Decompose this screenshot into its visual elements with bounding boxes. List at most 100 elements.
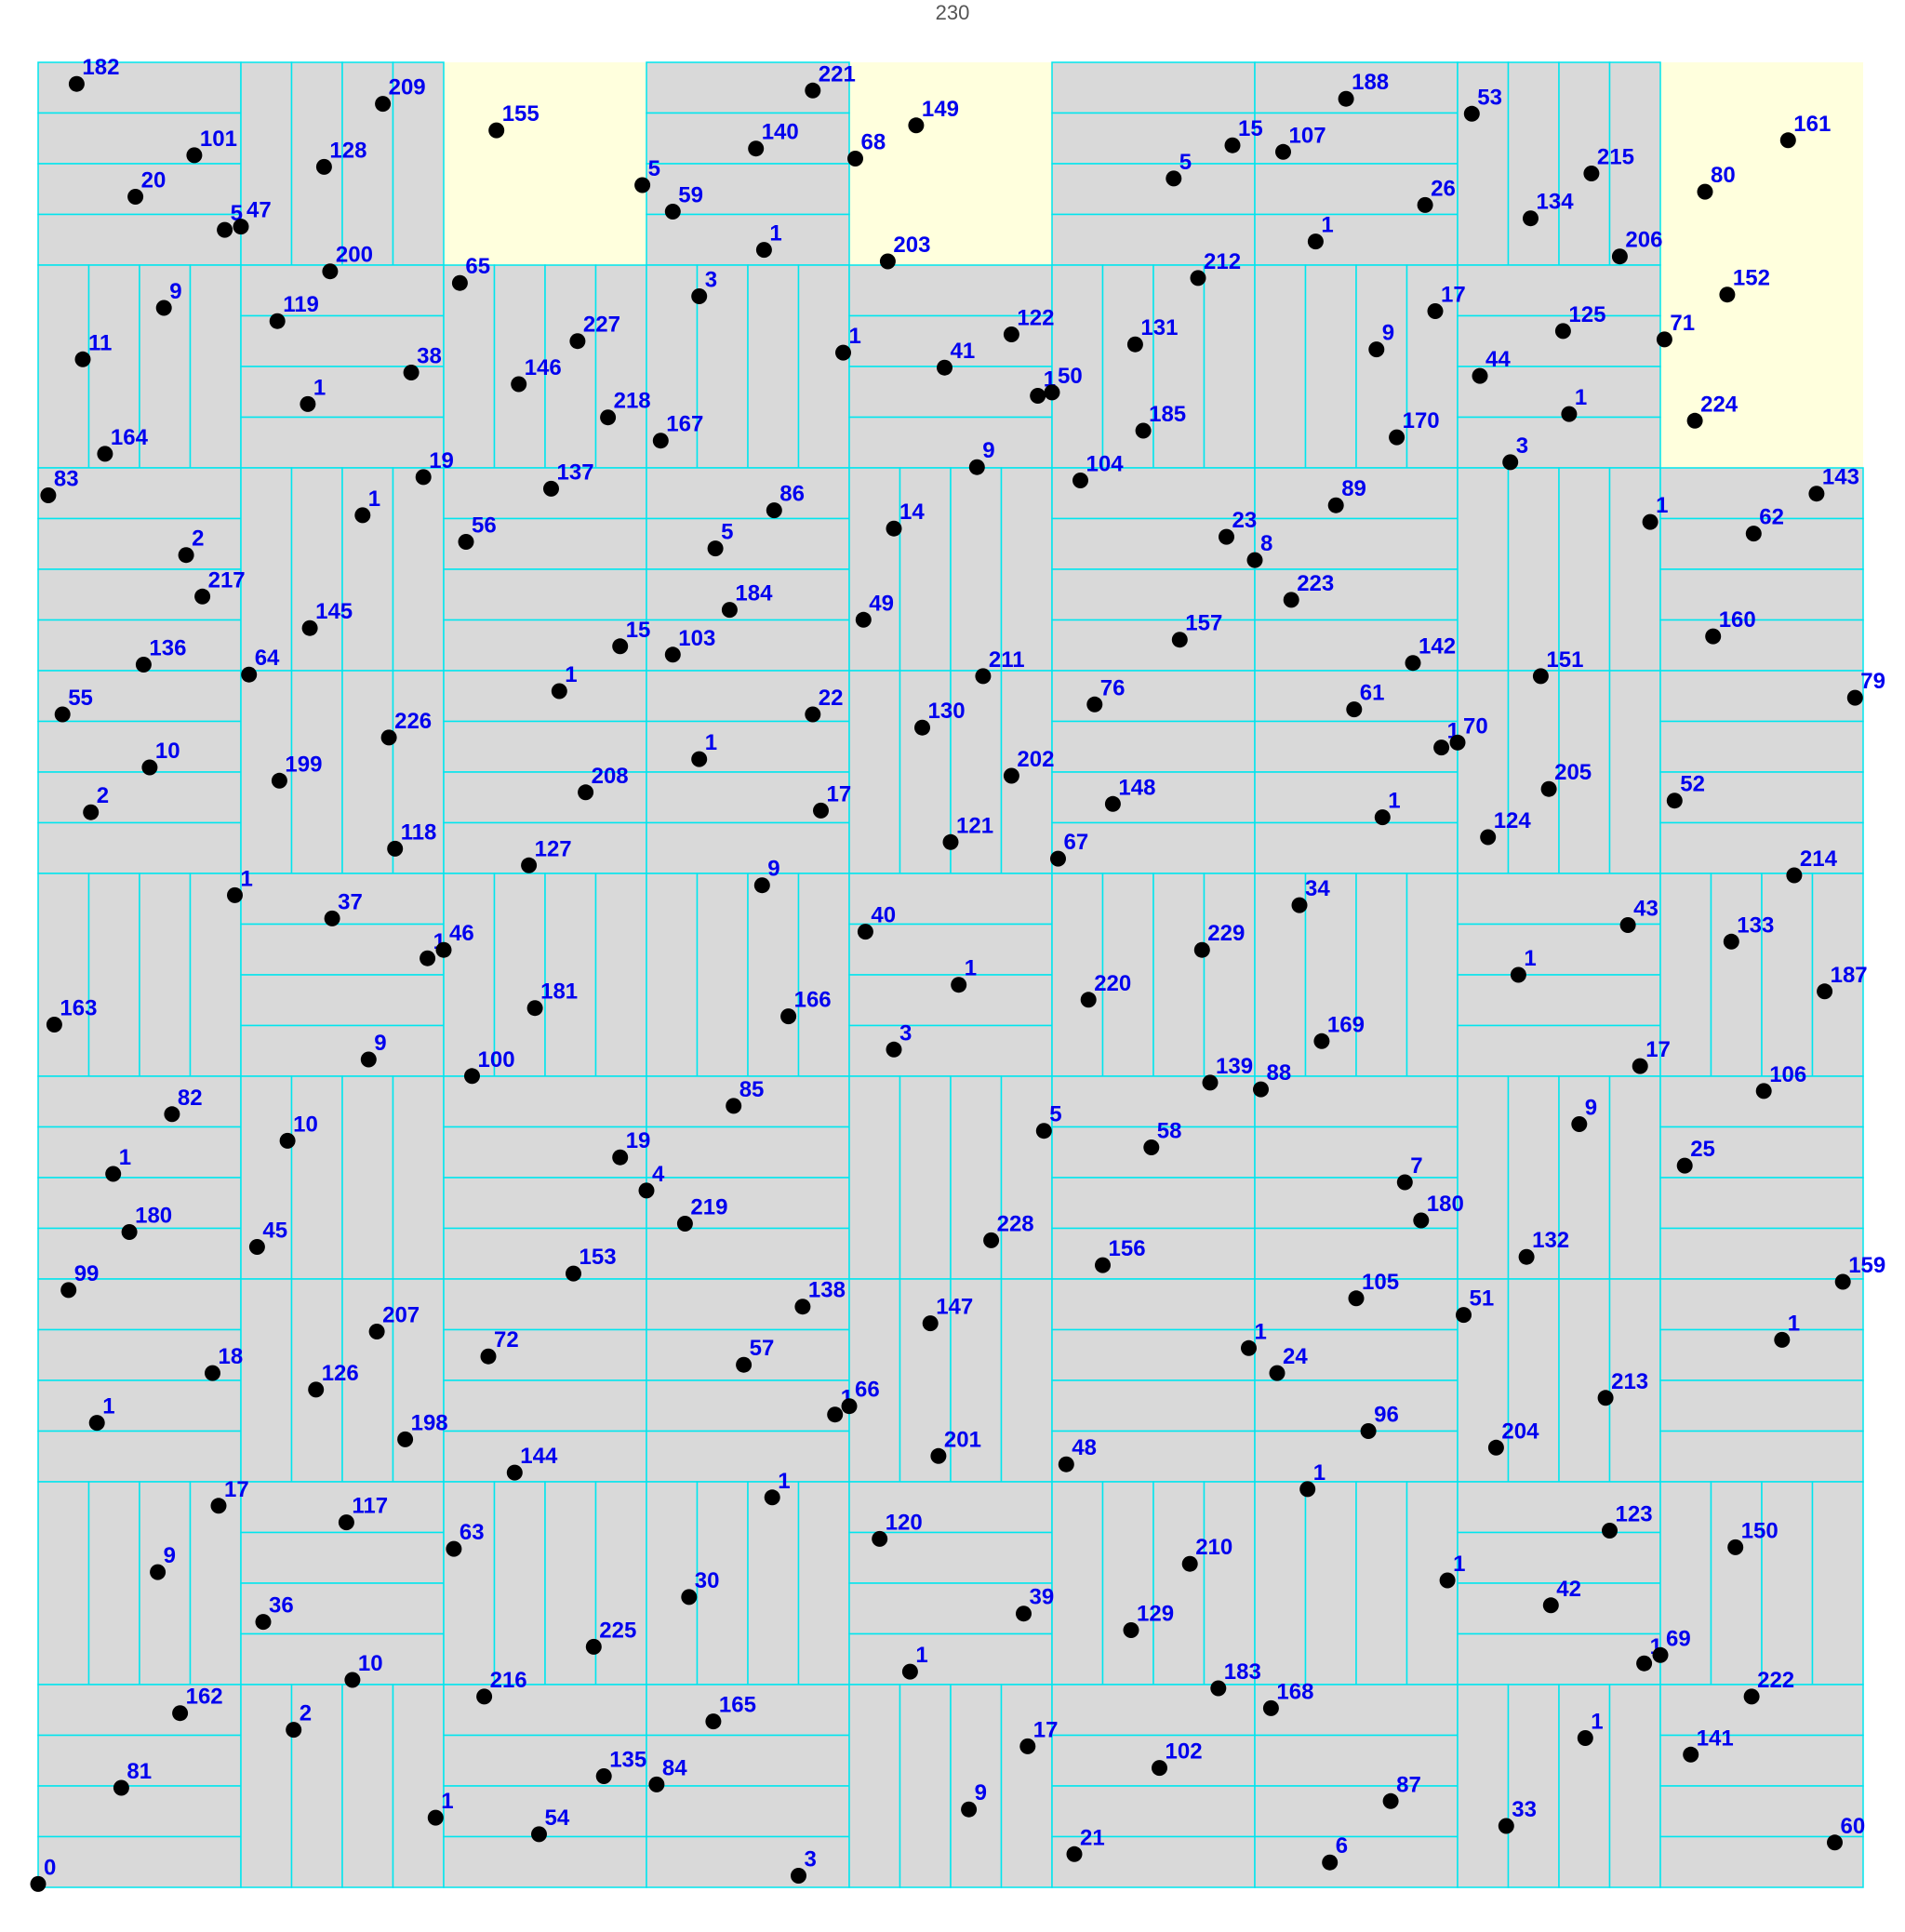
tile-strip: [37, 213, 242, 266]
tile-strip: [1457, 416, 1661, 469]
data-point: 88: [1253, 1060, 1291, 1098]
tile-strip: [848, 1632, 1053, 1686]
data-point: 44: [1472, 347, 1511, 384]
tile-strip: [646, 720, 850, 773]
point-label: 225: [599, 1618, 636, 1643]
data-point: 136: [135, 636, 186, 673]
point-marker: [1346, 701, 1363, 718]
point-marker: [1382, 1792, 1399, 1809]
point-label: 224: [1700, 392, 1738, 417]
point-label: 24: [1283, 1344, 1308, 1369]
tile: [1457, 1278, 1661, 1483]
point-label: 167: [666, 412, 703, 437]
point-label: 106: [1769, 1062, 1806, 1087]
point-label: 85: [739, 1077, 765, 1102]
data-point: 159: [1834, 1253, 1885, 1290]
tile-strip: [1457, 1481, 1661, 1534]
data-point: 169: [1313, 1012, 1365, 1049]
data-point: 124: [1480, 808, 1531, 846]
data-point: 19: [612, 1128, 650, 1166]
point-label: 130: [928, 699, 966, 724]
tile: [646, 61, 850, 266]
point-label: 82: [178, 1086, 203, 1111]
point-label: 142: [1419, 634, 1456, 660]
tile-strip: [443, 1684, 647, 1737]
point-marker: [360, 1051, 377, 1068]
tile-strip: [797, 264, 850, 469]
tile-strip: [848, 873, 1053, 926]
point-marker: [40, 487, 57, 503]
point-marker: [1602, 1523, 1618, 1539]
data-point: 200: [322, 243, 373, 280]
tile-strip: [1659, 1126, 1864, 1179]
data-point: 37: [324, 889, 363, 926]
tile-strip: [443, 1278, 647, 1331]
tile-strip: [240, 1024, 445, 1077]
data-point: 64: [241, 646, 280, 683]
point-marker: [464, 1068, 480, 1085]
tile-strip: [240, 61, 293, 266]
point-label: 59: [678, 183, 703, 208]
point-marker: [1080, 992, 1097, 1008]
point-label: 84: [662, 1755, 687, 1780]
point-label: 5: [721, 520, 733, 545]
tile-strip: [240, 923, 445, 976]
tile-strip: [1507, 61, 1560, 266]
tile-strip: [1051, 568, 1256, 621]
point-label: 150: [1741, 1518, 1778, 1543]
point-marker: [1632, 1058, 1648, 1074]
data-point: 201: [930, 1427, 981, 1464]
tile-strip: [240, 670, 293, 874]
point-label: 141: [1697, 1725, 1734, 1751]
point-label: 88: [1267, 1060, 1292, 1086]
data-point: 202: [1003, 747, 1054, 784]
tile: [443, 264, 647, 469]
point-marker: [961, 1801, 978, 1818]
point-marker: [1745, 526, 1762, 542]
point-label: 163: [60, 996, 97, 1021]
point-marker: [172, 1705, 189, 1722]
tile-strip: [1152, 1481, 1206, 1686]
data-point: 226: [380, 709, 432, 746]
point-label: 187: [1831, 963, 1868, 988]
tile-strip: [1608, 1278, 1661, 1483]
point-marker: [879, 253, 896, 270]
point-marker: [578, 784, 594, 801]
tile-strip: [1507, 467, 1560, 672]
data-point: 137: [543, 460, 594, 497]
data-point: 142: [1405, 634, 1456, 672]
tile-strip: [1051, 1177, 1256, 1230]
point-label: 204: [1501, 1419, 1539, 1444]
data-point: 103: [664, 626, 715, 663]
data-point: 23: [1219, 508, 1257, 545]
tile-strip: [848, 974, 1053, 1027]
data-point: 206: [1611, 228, 1662, 265]
data-point: 125: [1554, 302, 1605, 340]
point-marker: [914, 719, 930, 736]
tile-strip: [443, 1835, 647, 1888]
point-label: 205: [1554, 760, 1592, 785]
point-marker: [1299, 1481, 1316, 1498]
data-point: 153: [566, 1245, 617, 1282]
point-label: 17: [1645, 1037, 1671, 1062]
tile: [1457, 1684, 1661, 1888]
data-point: 168: [1262, 1679, 1313, 1716]
point-label: 138: [808, 1278, 846, 1303]
point-label: 214: [1800, 846, 1838, 872]
tile-strip: [797, 1481, 850, 1686]
data-point: 1: [1241, 1319, 1267, 1356]
data-point: 56: [458, 513, 497, 550]
point-marker: [1241, 1339, 1257, 1356]
point-label: 229: [1207, 921, 1245, 946]
empty-cell: [849, 62, 1052, 265]
point-marker: [1224, 137, 1241, 153]
point-label: 54: [545, 1805, 570, 1831]
data-point: 9: [968, 438, 995, 475]
point-label: 149: [922, 97, 959, 122]
point-marker: [217, 221, 233, 238]
tile-strip: [594, 264, 647, 469]
tile-strip: [37, 821, 242, 874]
tile-strip: [290, 1075, 343, 1280]
point-marker: [721, 602, 738, 619]
point-label: 52: [1680, 772, 1705, 797]
